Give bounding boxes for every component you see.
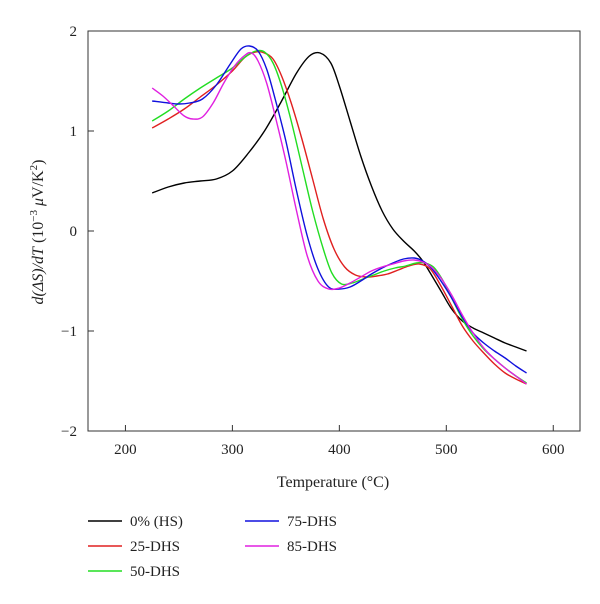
y-tick-label: 0 — [70, 224, 78, 240]
x-axis-label: Temperature (°C) — [277, 474, 389, 491]
y-tick-label: 1 — [70, 124, 78, 140]
y-label-part: −3 — [28, 209, 40, 221]
y-label-part: d(ΔS)/ — [30, 262, 47, 304]
legend: 0% (HS) 25-DHS 50-DHS 75-DHS 85-DHS — [88, 514, 337, 580]
legend-label: 25-DHS — [130, 539, 180, 555]
series-line-1 — [151, 51, 527, 352]
series-lines — [151, 45, 527, 385]
y-label-part: T — [30, 246, 47, 256]
plot-frame — [87, 30, 581, 432]
axis-ticks: 200 300 400 500 600 2 1 0 −1 −2 — [61, 24, 564, 458]
y-axis-label: d(ΔS)/dT (10−3 μV/K2) — [28, 160, 47, 305]
x-tick-label: 500 — [435, 442, 458, 458]
series-line-4 — [152, 45, 527, 374]
y-label-part: V/K — [30, 170, 47, 198]
y-label-part: μ — [30, 198, 47, 210]
x-tick-label: 200 — [114, 442, 137, 458]
legend-label: 75-DHS — [287, 514, 337, 530]
legend-label: 85-DHS — [287, 539, 337, 555]
x-tick-label: 400 — [328, 442, 351, 458]
y-label-part: ) — [30, 160, 47, 165]
y-tick-label: 2 — [70, 24, 78, 40]
y-tick-label: −2 — [61, 424, 77, 440]
legend-label: 50-DHS — [130, 564, 180, 580]
legend-label: 0% (HS) — [130, 514, 183, 530]
series-line-3 — [151, 49, 527, 384]
x-tick-label: 300 — [221, 442, 244, 458]
series-line-2 — [151, 51, 527, 385]
x-tick-label: 600 — [542, 442, 565, 458]
y-tick-label: −1 — [61, 324, 77, 340]
y-label-part: (10 — [30, 222, 47, 247]
series-line-5 — [151, 51, 527, 385]
y-label-part: d — [30, 255, 47, 264]
y-label-part: 2 — [28, 165, 40, 171]
